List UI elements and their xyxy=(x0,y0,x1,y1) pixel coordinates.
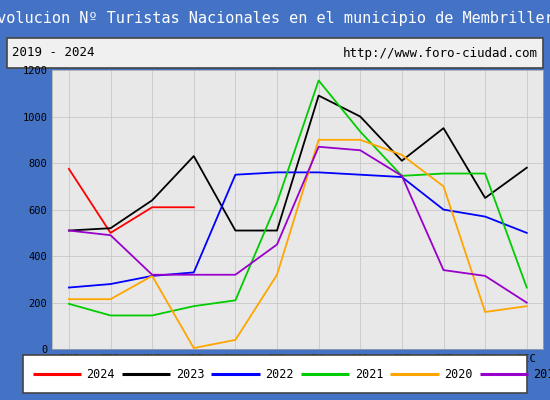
Text: 2022: 2022 xyxy=(265,368,294,381)
Text: http://www.foro-ciudad.com: http://www.foro-ciudad.com xyxy=(343,46,538,60)
Text: 2020: 2020 xyxy=(444,368,472,381)
Text: 2024: 2024 xyxy=(86,368,115,381)
Text: Evolucion Nº Turistas Nacionales en el municipio de Membrillera: Evolucion Nº Turistas Nacionales en el m… xyxy=(0,12,550,26)
Text: 2023: 2023 xyxy=(175,368,204,381)
Text: 2019: 2019 xyxy=(534,368,550,381)
Text: 2019 - 2024: 2019 - 2024 xyxy=(12,46,95,60)
Text: 2021: 2021 xyxy=(355,368,383,381)
